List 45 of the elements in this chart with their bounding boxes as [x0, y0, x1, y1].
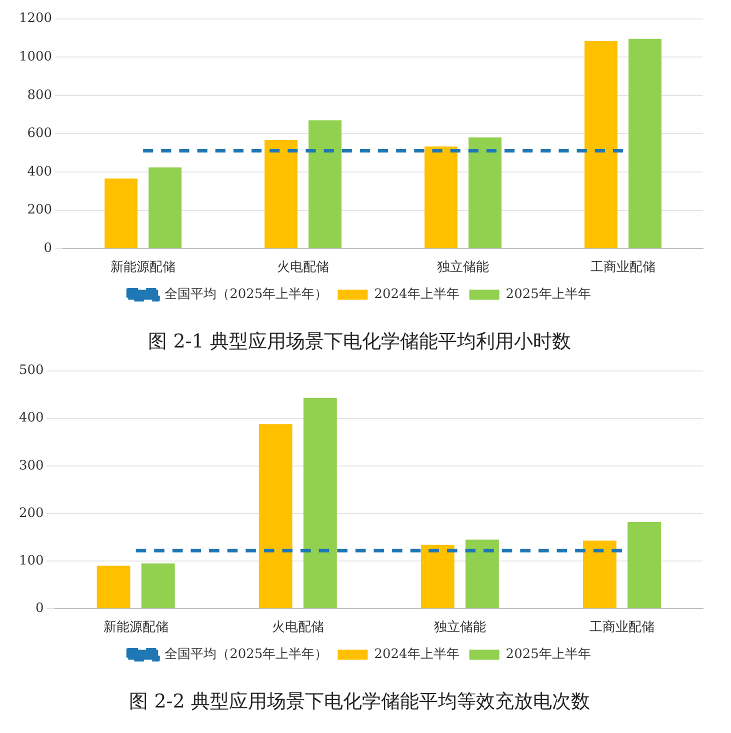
x-tick-label: 火电配储 — [272, 620, 324, 635]
y-tick-label: 500 — [18, 363, 44, 378]
x-tick-label: 工商业配储 — [589, 620, 654, 635]
bar — [308, 120, 342, 248]
legend-label: 2024年上半年 — [374, 287, 460, 302]
legend-label: 2025年上半年 — [506, 647, 591, 662]
y-tick-label: 1200 — [18, 11, 52, 26]
y-tick-label: 400 — [18, 410, 44, 426]
x-tick-label: 新能源配储 — [110, 260, 176, 275]
bar — [303, 398, 337, 608]
bar — [104, 178, 138, 248]
y-tick-label: 0 — [36, 600, 44, 616]
y-tick-label: 800 — [27, 88, 52, 103]
bar — [424, 146, 458, 248]
x-tick-label: 新能源配储 — [103, 620, 168, 635]
bar — [582, 540, 616, 608]
bar — [148, 167, 182, 248]
legend-label: 全国平均（2025年上半年） — [164, 287, 328, 302]
bar — [466, 540, 499, 608]
bar — [628, 38, 662, 248]
y-tick-label: 100 — [18, 553, 44, 568]
text: 图 2-2 典型应用场景下电化学储能平均等效充放电次数 — [129, 690, 590, 713]
bar — [420, 544, 454, 608]
x-tick-label: 火电配储 — [277, 260, 330, 275]
y-tick-label: 200 — [18, 506, 44, 521]
bar — [584, 41, 618, 248]
bar — [141, 563, 175, 608]
y-tick-label: 1000 — [18, 49, 52, 64]
bar — [628, 522, 661, 608]
legend-label: 全国平均（2025年上半年） — [164, 647, 328, 662]
bar — [468, 137, 502, 248]
y-tick-label: 200 — [27, 202, 52, 218]
text: 图 2-1 典型应用场景下电化学储能平均利用小时数 — [148, 330, 571, 353]
bar — [258, 424, 292, 608]
y-tick-label: 400 — [27, 164, 52, 180]
bar — [96, 566, 130, 608]
bar — [264, 140, 298, 248]
legend-label: 2025年上半年 — [506, 287, 591, 302]
x-tick-label: 独立储能 — [437, 258, 490, 275]
x-tick-label: 工商业配储 — [590, 260, 656, 275]
x-tick-label: 独立储能 — [434, 618, 486, 635]
legend-label: 2024年上半年 — [374, 647, 460, 662]
y-tick-label: 600 — [27, 126, 52, 142]
y-tick-label: 0 — [44, 240, 52, 256]
y-tick-label: 300 — [18, 458, 44, 474]
